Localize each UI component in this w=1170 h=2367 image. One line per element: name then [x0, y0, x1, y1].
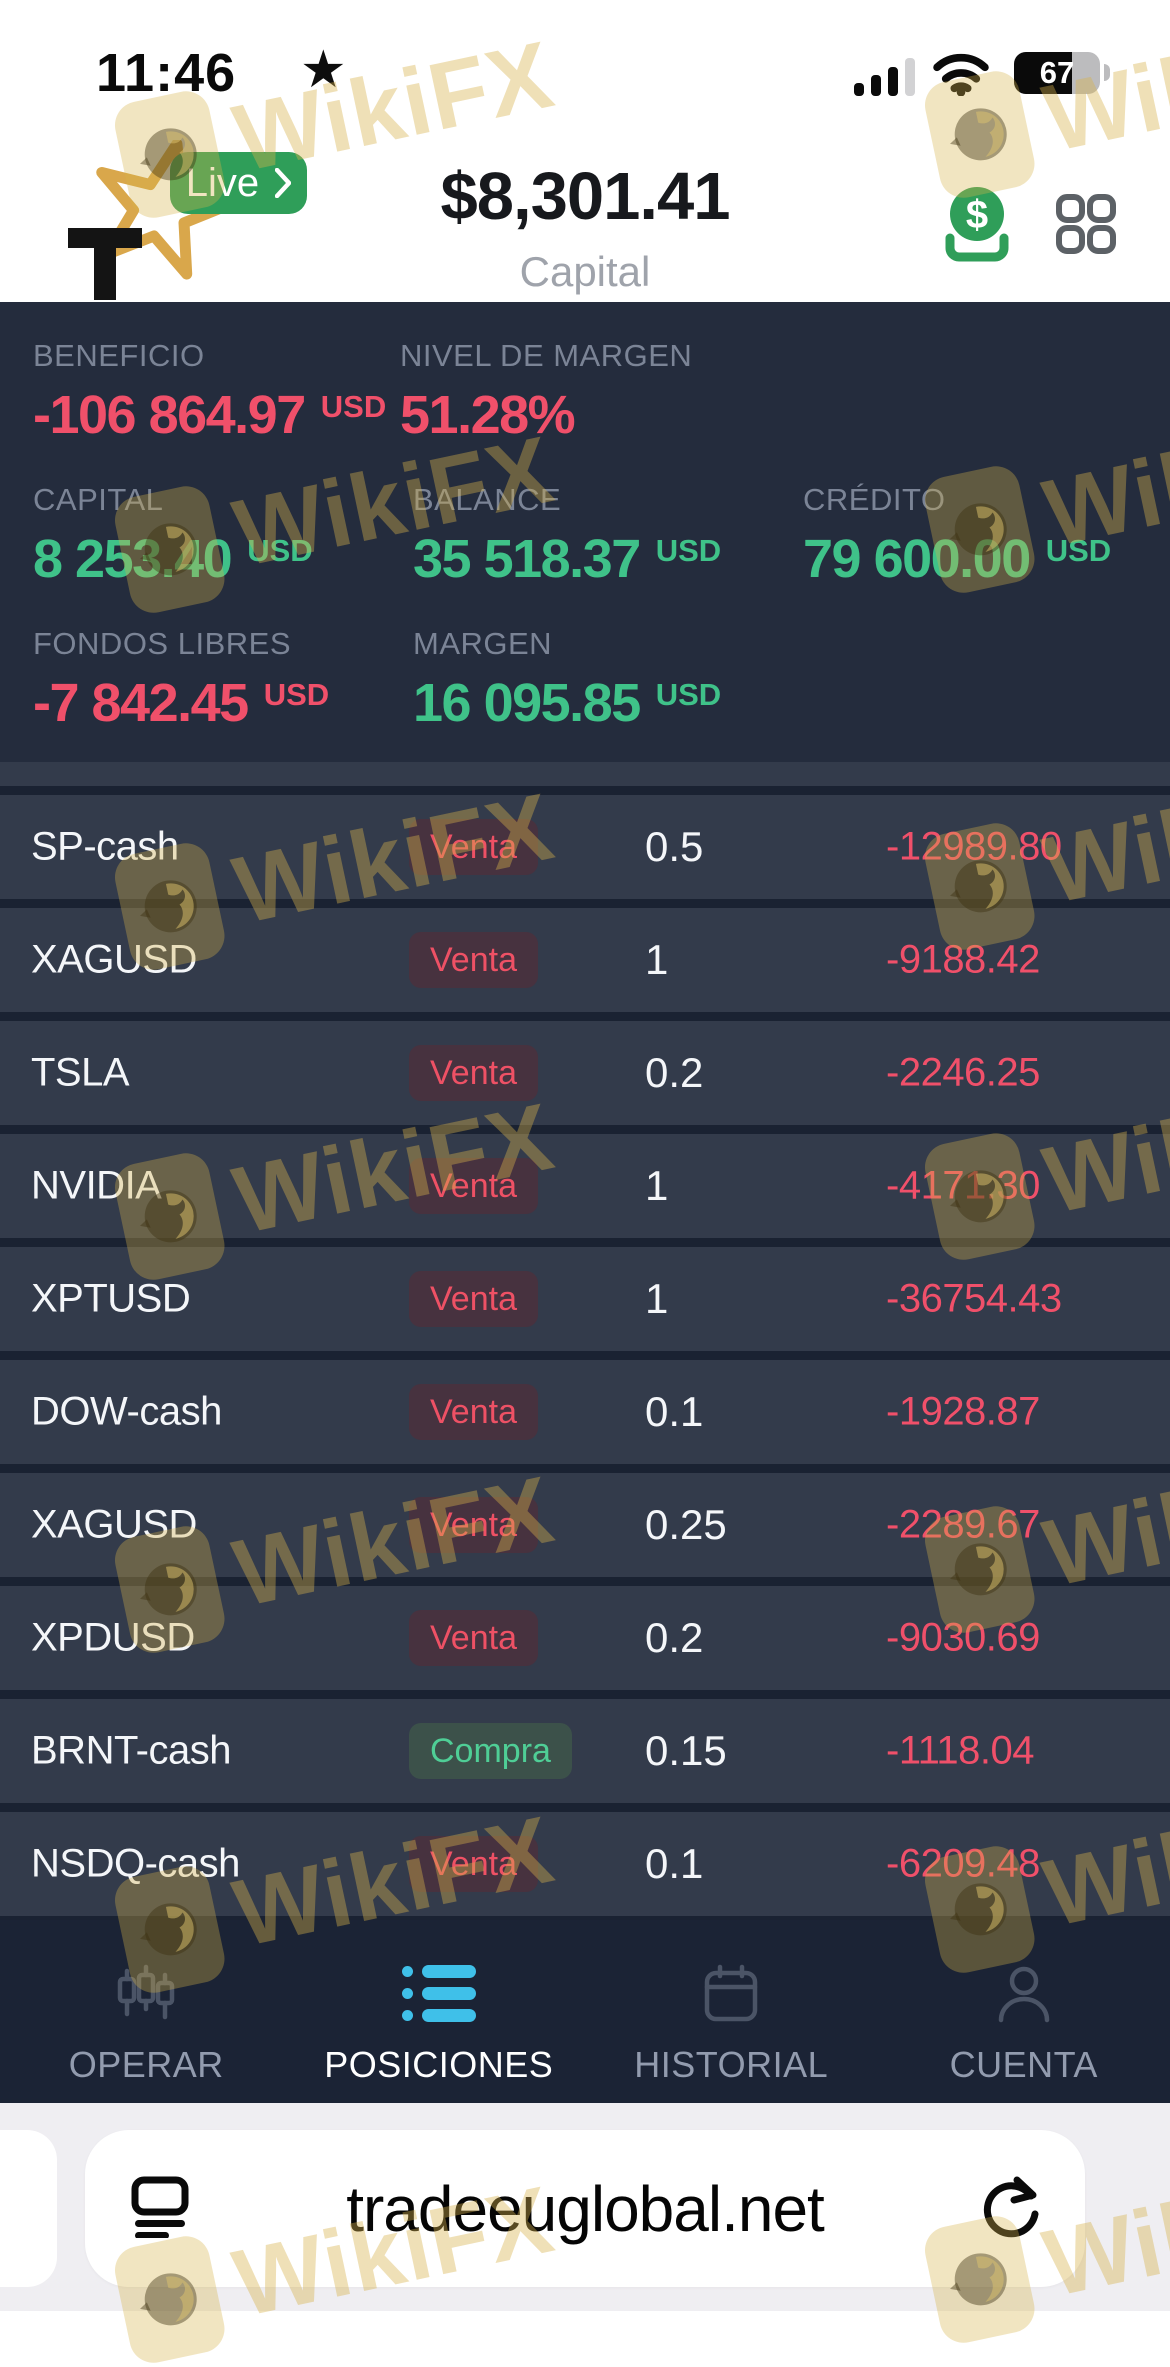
battery-icon: 67 [1014, 52, 1100, 94]
position-volume: 0.5 [645, 823, 703, 871]
position-row[interactable]: XPDUSD Venta 0.2 -9030.69 [0, 1586, 1170, 1690]
status-time: 11:46 [96, 42, 236, 104]
deposit-dollar-icon: $ [942, 186, 1012, 262]
apps-grid-button[interactable] [1056, 194, 1116, 254]
position-pl: -36754.43 [886, 1277, 1062, 1322]
position-pl: -1118.04 [886, 1729, 1034, 1774]
wifi-icon [932, 52, 990, 101]
position-symbol: BRNT-cash [31, 1729, 231, 1774]
side-badge: Venta [409, 1045, 538, 1101]
app-header: 11:46 ★ 67 Live $8,301.41 Capital [0, 0, 1170, 302]
reader-icon[interactable] [131, 2174, 189, 2243]
side-badge: Venta [409, 1836, 538, 1892]
position-volume: 0.2 [645, 1614, 703, 1662]
partial-row-top [0, 762, 1170, 786]
signal-strength-icon [854, 58, 915, 96]
positions-list: SP-cash Venta 0.5 -12989.80 XAGUSD Venta… [0, 762, 1170, 1920]
side-badge: Venta [409, 1497, 538, 1553]
position-volume: 1 [645, 1162, 668, 1210]
position-pl: -9030.69 [886, 1616, 1040, 1661]
position-pl: -9188.42 [886, 938, 1040, 983]
side-badge: Venta [409, 932, 538, 988]
battery-percent: 67 [1014, 52, 1100, 94]
candlestick-chart-icon [115, 1962, 177, 2026]
position-symbol: XAGUSD [31, 1503, 197, 1548]
position-pl: -4171.30 [886, 1164, 1040, 1209]
position-row[interactable]: XAGUSD Venta 1 -9188.42 [0, 908, 1170, 1012]
star-icon: ★ [300, 40, 347, 100]
tab-historial[interactable]: HISTORIAL [585, 1920, 878, 2103]
position-symbol: NVIDIA [31, 1164, 161, 1209]
position-volume: 1 [645, 936, 668, 984]
position-volume: 0.15 [645, 1727, 727, 1775]
svg-text:$: $ [966, 193, 988, 237]
deposit-button[interactable]: $ [942, 186, 1012, 262]
position-symbol: XPDUSD [31, 1616, 195, 1661]
position-symbol: TSLA [31, 1051, 129, 1096]
position-volume: 0.1 [645, 1388, 703, 1436]
position-row[interactable]: BRNT-cash Compra 0.15 -1118.04 [0, 1699, 1170, 1803]
position-symbol: DOW-cash [31, 1390, 222, 1435]
position-symbol: NSDQ-cash [31, 1842, 240, 1887]
reload-icon[interactable] [981, 2174, 1043, 2243]
position-row[interactable]: TSLA Venta 0.2 -2246.25 [0, 1021, 1170, 1125]
position-row[interactable]: XAGUSD Venta 0.25 -2289.67 [0, 1473, 1170, 1577]
tab-posiciones[interactable]: POSICIONES [293, 1920, 586, 2103]
side-badge: Venta [409, 1384, 538, 1440]
position-pl: -12989.80 [886, 825, 1062, 870]
position-row[interactable]: DOW-cash Venta 0.1 -1928.87 [0, 1360, 1170, 1464]
position-row[interactable]: NVIDIA Venta 1 -4171.30 [0, 1134, 1170, 1238]
position-pl: -2246.25 [886, 1051, 1040, 1096]
previous-tab-stub[interactable] [0, 2130, 57, 2287]
side-badge: Venta [409, 1271, 538, 1327]
side-badge: Venta [409, 819, 538, 875]
tab-operar[interactable]: OPERAR [0, 1920, 293, 2103]
url-bar[interactable]: tradeeuglobal.net [85, 2130, 1085, 2287]
stat-nivel-de-margen: NIVEL DE MARGEN 51.28% [400, 338, 692, 446]
position-row[interactable]: XPTUSD Venta 1 -36754.43 [0, 1247, 1170, 1351]
position-symbol: SP-cash [31, 825, 179, 870]
position-volume: 0.25 [645, 1501, 727, 1549]
tab-cuenta[interactable]: CUENTA [878, 1920, 1170, 2103]
position-row[interactable]: SP-cash Venta 0.5 -12989.80 [0, 795, 1170, 899]
url-text: tradeeuglobal.net [189, 2172, 981, 2246]
position-row[interactable]: NSDQ-cash Venta 0.1 -6209.48 [0, 1812, 1170, 1916]
position-pl: -6209.48 [886, 1842, 1040, 1887]
list-icon [402, 1962, 476, 2026]
grid-menu-icon [1056, 194, 1116, 254]
position-volume: 0.1 [645, 1840, 703, 1888]
position-pl: -2289.67 [886, 1503, 1040, 1548]
battery-nub [1104, 64, 1110, 81]
side-badge: Venta [409, 1158, 538, 1214]
side-badge: Compra [409, 1723, 572, 1779]
bottom-nav: OPERAR POSICIONES HISTORIAL [0, 1920, 1170, 2103]
position-volume: 1 [645, 1275, 668, 1323]
position-symbol: XPTUSD [31, 1277, 190, 1322]
user-icon [994, 1962, 1054, 2026]
side-badge: Venta [409, 1610, 538, 1666]
position-symbol: XAGUSD [31, 938, 197, 983]
position-pl: -1928.87 [886, 1390, 1040, 1435]
browser-bar: tradeeuglobal.net [0, 2103, 1170, 2311]
calendar-icon [701, 1962, 761, 2026]
position-volume: 0.2 [645, 1049, 703, 1097]
